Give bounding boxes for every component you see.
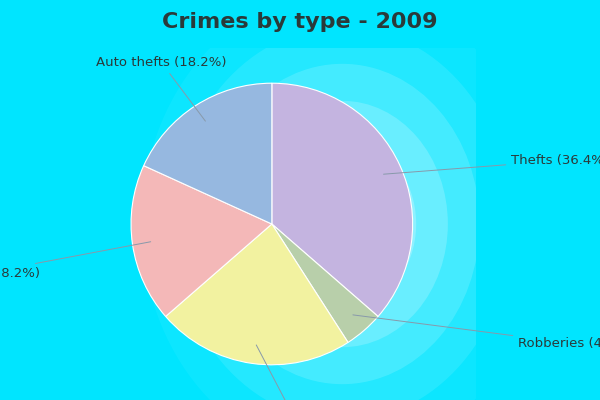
Ellipse shape: [205, 64, 479, 384]
Ellipse shape: [173, 27, 511, 400]
Text: Auto thefts (18.2%): Auto thefts (18.2%): [96, 56, 226, 121]
Wedge shape: [131, 166, 272, 316]
Ellipse shape: [142, 0, 543, 400]
Text: Thefts (36.4%): Thefts (36.4%): [383, 154, 600, 174]
Wedge shape: [272, 83, 413, 316]
Text: Burglaries (22.7%): Burglaries (22.7%): [245, 345, 369, 400]
Wedge shape: [143, 83, 272, 224]
Ellipse shape: [268, 138, 416, 310]
Ellipse shape: [236, 101, 448, 347]
Text: Crimes by type - 2009: Crimes by type - 2009: [162, 12, 438, 32]
Text: Robberies (4.5%): Robberies (4.5%): [353, 315, 600, 350]
Wedge shape: [272, 224, 378, 342]
Text: Assaults (18.2%): Assaults (18.2%): [0, 242, 151, 280]
Wedge shape: [166, 224, 348, 365]
